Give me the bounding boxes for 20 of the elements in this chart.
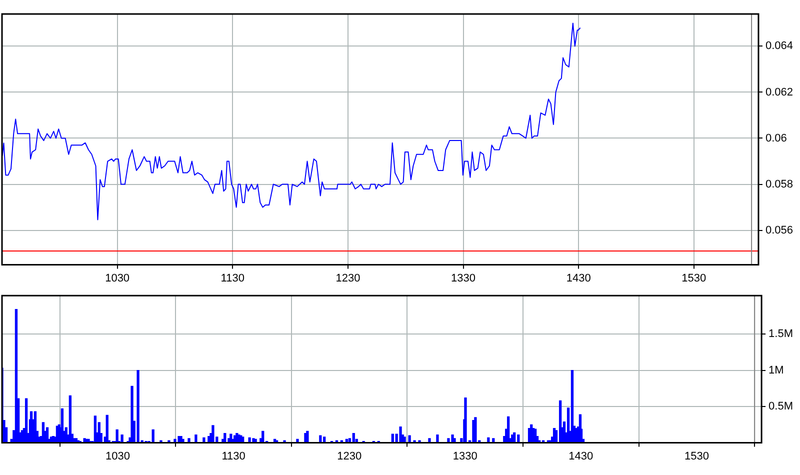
y-tick-label: 1M [768,364,784,376]
x-tick-label: 1030 [106,450,130,462]
x-tick-label: 1130 [220,272,244,284]
x-tick-label: 1230 [337,450,362,462]
x-tick-label: 1330 [451,272,476,284]
y-tick-label: 0.058 [765,178,794,190]
x-tick-label: 1330 [452,450,478,462]
x-tick-label: 1130 [222,450,246,462]
y-tick-label: 0.064 [765,40,794,52]
y-tick-label: 0.056 [765,224,794,236]
x-tick-label: 1430 [568,450,594,462]
x-tick-label: 1530 [682,272,706,284]
y-tick-label: 0.06 [765,132,787,144]
x-tick-label: 1230 [336,272,360,284]
x-tick-label: 1530 [684,450,709,462]
y-tick-label: 1.5M [768,328,794,340]
x-tick-label: 1430 [566,272,591,284]
y-tick-label: 0.5M [768,400,794,413]
x-tick-label: 1030 [105,272,130,284]
y-tick-label: 0.062 [765,86,794,98]
